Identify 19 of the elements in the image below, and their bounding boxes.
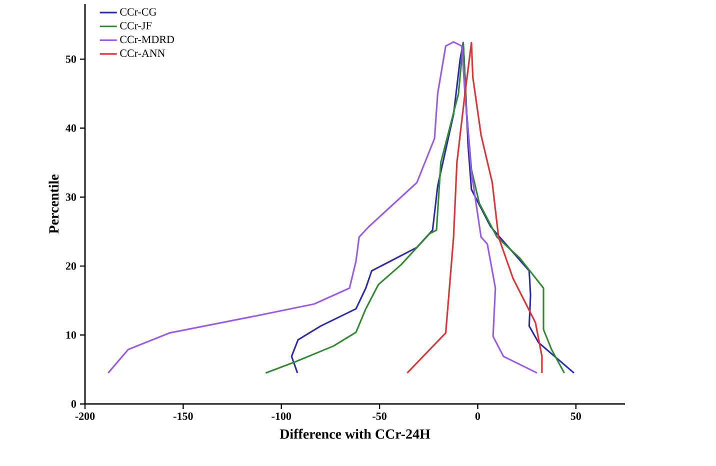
x-tick-label: 50 [570,412,581,420]
y-tick-label: 20 [66,262,76,270]
legend-label: CCr-ANN [120,50,166,57]
x-tick-label: 0 [475,412,480,420]
x-tick-label: -100 [272,412,292,420]
legend-label: CCr-JF [120,22,152,30]
y-tick-label: 40 [66,124,76,132]
y-tick-label: 30 [66,193,76,201]
legend-label: CCr-CG [120,8,156,16]
y-tick-label: 10 [66,331,76,339]
line-series [406,42,543,374]
y-axis-title: Percentile [48,174,59,234]
y-tick-label: 0 [71,400,76,408]
x-tick-label: -50 [372,412,386,420]
x-axis-title: Difference with CCr-24H [280,428,430,439]
y-tick-label: 50 [66,55,76,63]
x-tick-label: -150 [174,412,193,420]
legend-label: CCr-MDRD [120,36,174,44]
x-tick-label: -200 [75,412,95,420]
